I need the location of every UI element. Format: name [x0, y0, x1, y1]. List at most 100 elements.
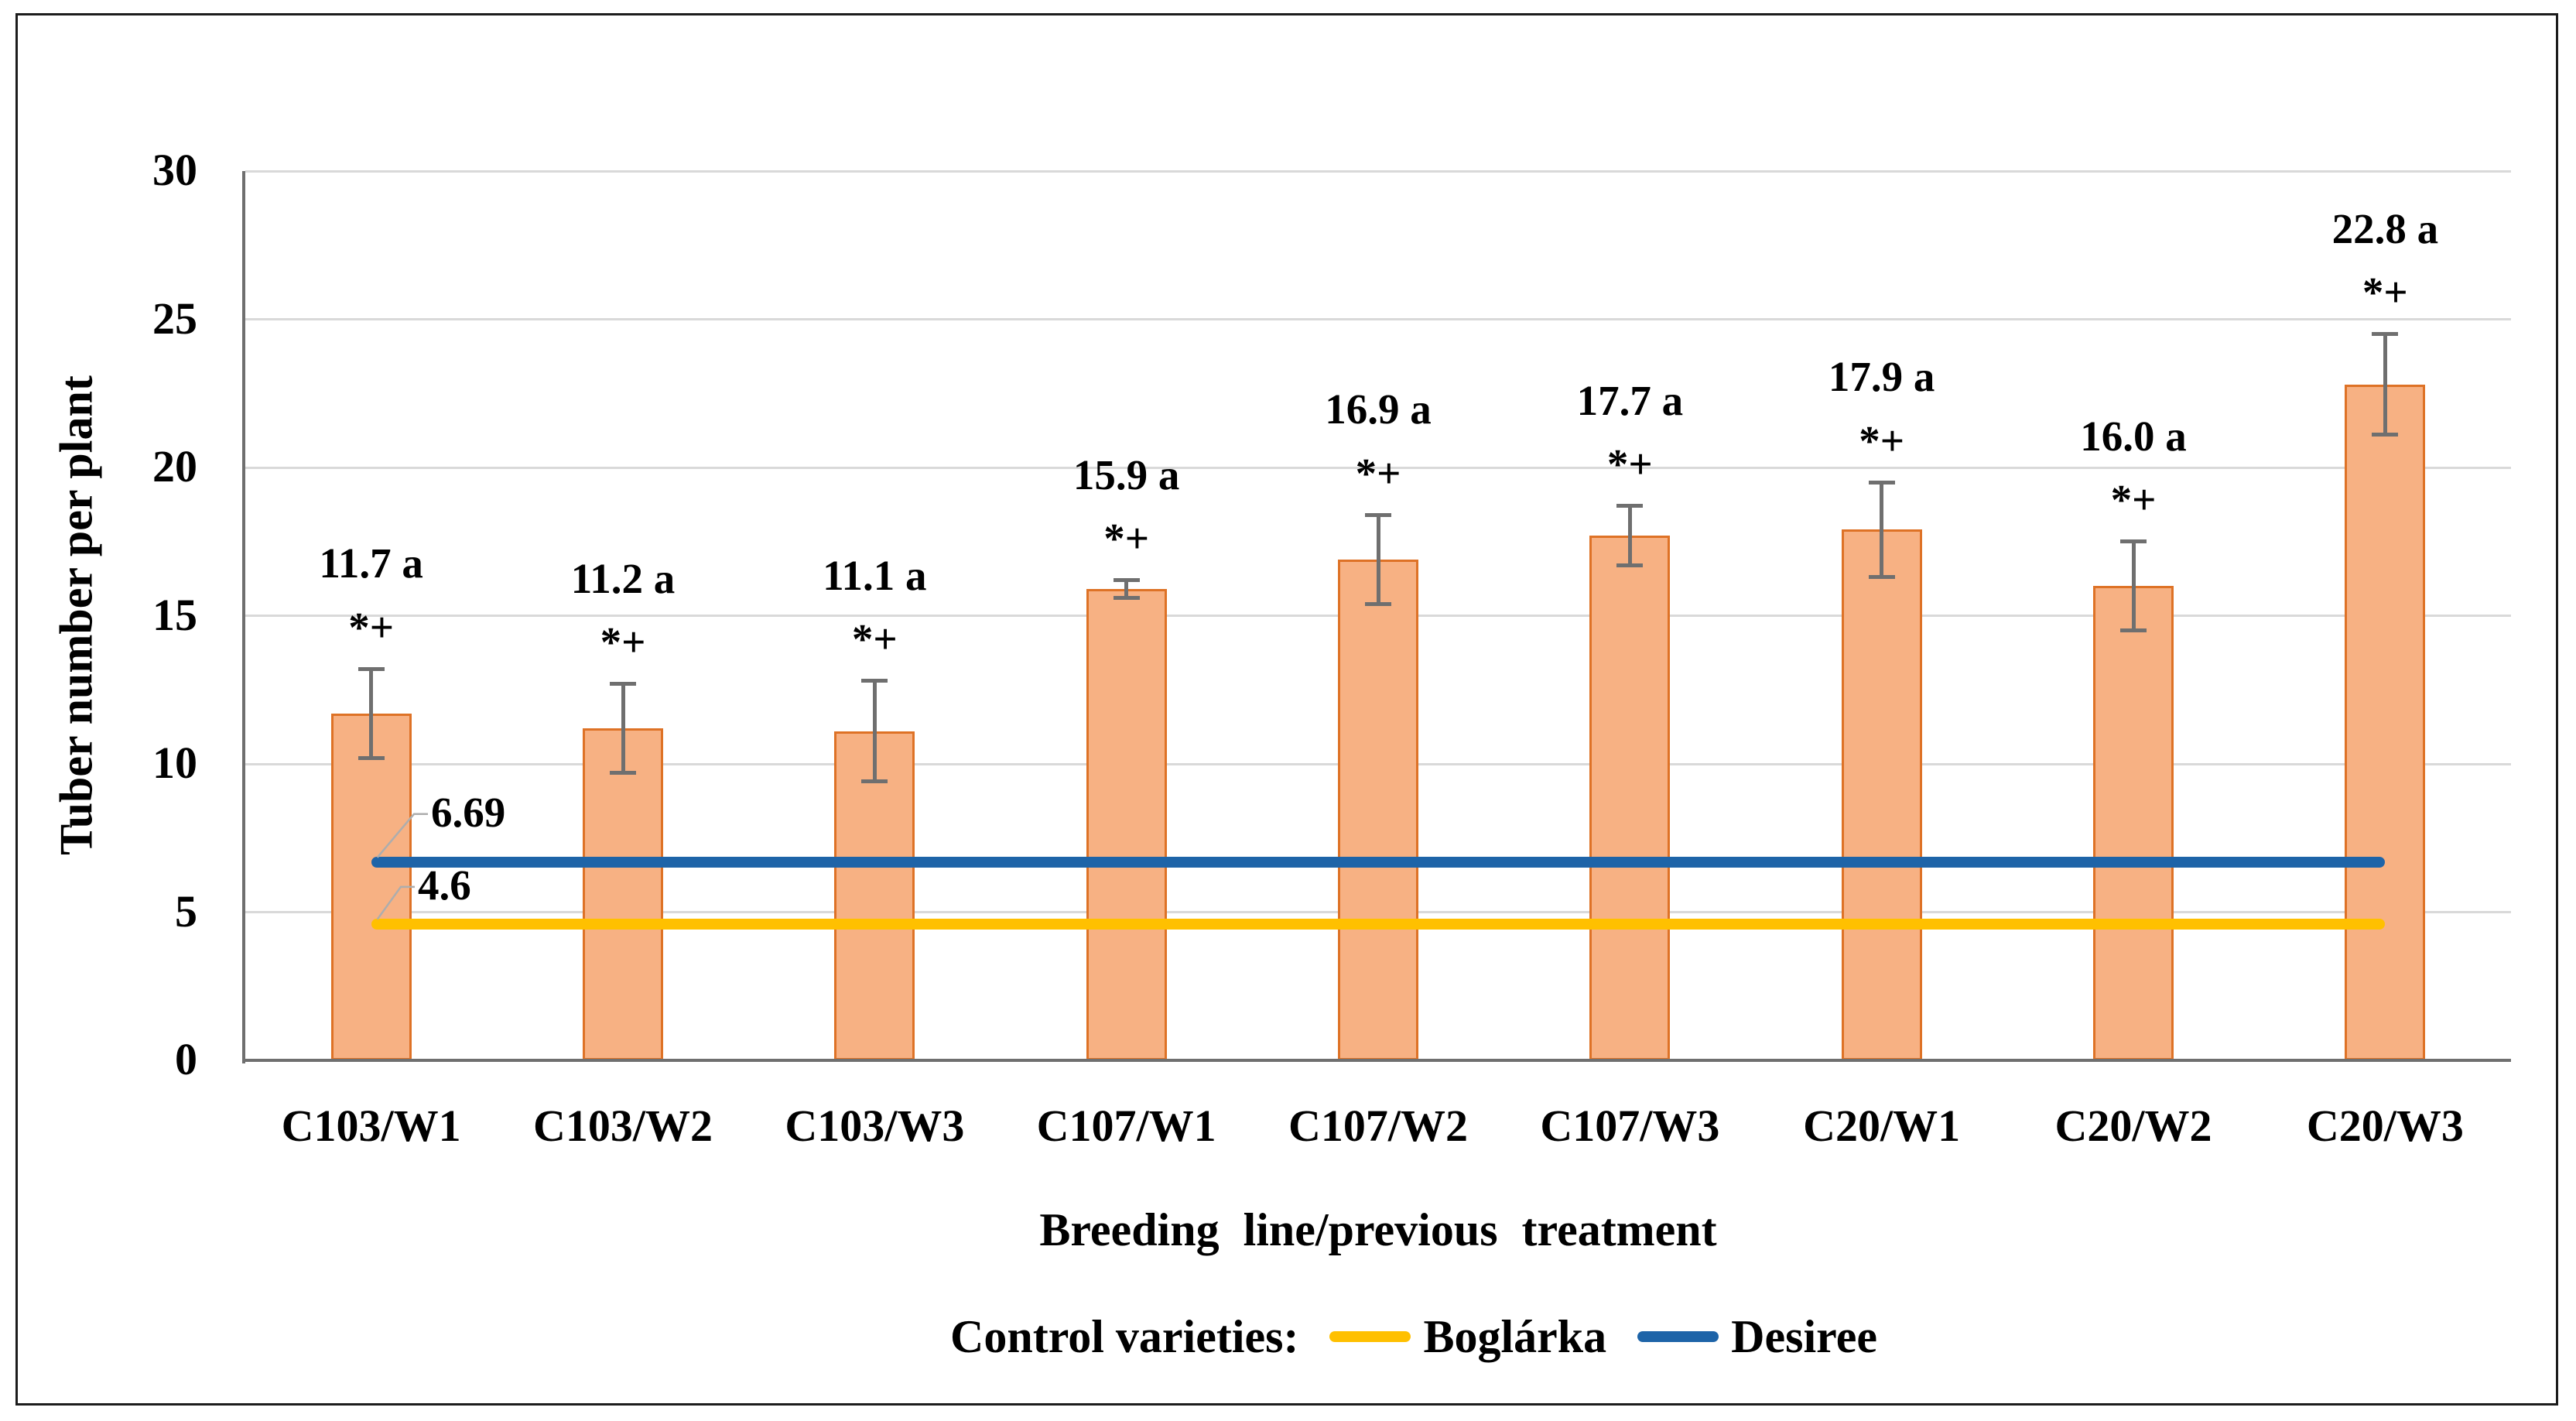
- error-bar: [1880, 482, 1884, 577]
- refline-desiree: [371, 856, 2386, 868]
- error-bar: [1376, 515, 1380, 604]
- error-bar-cap-bottom: [2120, 628, 2147, 633]
- bar-value-label: 15.9 a: [1072, 450, 1180, 498]
- bar-significance-label: *+: [1859, 416, 1905, 464]
- bar-label-group: 16.9 a *+: [1247, 378, 1510, 505]
- bar-value-label: 17.7 a: [1576, 376, 1684, 424]
- bar-label-group: 16.0 a *+: [2002, 405, 2265, 532]
- bar: [330, 713, 412, 1060]
- bar-value-label: 11.2 a: [570, 554, 676, 602]
- error-bar-cap-bottom: [1616, 563, 1644, 567]
- x-category-label: C20/W1: [1803, 1101, 1961, 1151]
- x-category-label: C20/W2: [2054, 1101, 2212, 1151]
- y-tick-label: 0: [175, 1034, 197, 1084]
- x-category-label: C20/W3: [2306, 1101, 2464, 1151]
- bar-significance-label: *+: [1355, 449, 1401, 497]
- refline-value-callout: 6.69: [431, 788, 506, 836]
- legend-line-swatch: [1329, 1331, 1411, 1342]
- y-axis-line: [242, 171, 245, 1063]
- error-bar-cap-bottom: [357, 755, 385, 760]
- gridline: [245, 318, 2511, 320]
- bar-value-label: 17.9 a: [1828, 353, 1935, 401]
- bar-label-group: 11.1 a *+: [743, 544, 1006, 672]
- y-tick-label: 25: [152, 293, 197, 344]
- legend-entry-label: Desiree: [1731, 1310, 1877, 1362]
- bar-label-group: 17.7 a *+: [1498, 369, 1761, 497]
- error-bar: [369, 669, 374, 758]
- x-category-label: C103/W1: [281, 1101, 461, 1151]
- refline-value-callout: 4.6: [418, 861, 471, 909]
- x-category-label: C107/W1: [1036, 1101, 1216, 1151]
- y-tick-label: 15: [152, 589, 197, 640]
- error-bar-cap-top: [357, 666, 385, 671]
- error-bar: [872, 680, 877, 782]
- error-bar-cap-top: [1616, 504, 1644, 508]
- x-category-label: C103/W2: [532, 1101, 713, 1151]
- legend-title: Control varieties:: [950, 1310, 1299, 1362]
- error-bar-cap-top: [2120, 539, 2147, 544]
- error-bar-cap-bottom: [610, 770, 636, 775]
- bar-significance-label: *+: [348, 603, 395, 651]
- gridline: [245, 169, 2511, 173]
- error-bar-cap-bottom: [861, 779, 888, 784]
- bar: [1338, 559, 1418, 1060]
- y-tick-label: 20: [152, 441, 197, 491]
- error-bar-cap-top: [1113, 578, 1140, 583]
- legend-line-swatch: [1637, 1331, 1719, 1342]
- legend-entry-label: Boglárka: [1423, 1310, 1607, 1362]
- bar-label-group: 22.8 a *+: [2253, 197, 2516, 325]
- error-bar-cap-top: [2372, 332, 2399, 337]
- bar: [2093, 586, 2174, 1060]
- error-bar: [2383, 334, 2387, 435]
- bar-significance-label: *+: [2110, 476, 2157, 524]
- bar-significance-label: *+: [600, 618, 646, 666]
- bar-value-label: 22.8 a: [2331, 204, 2439, 252]
- bar-value-label: 11.1 a: [823, 551, 927, 599]
- bar-significance-label: *+: [851, 615, 898, 663]
- bar: [1841, 529, 1922, 1060]
- bar: [1589, 536, 1671, 1060]
- bar-label-group: 15.9 a *+: [995, 443, 1258, 571]
- error-bar-cap-bottom: [2372, 433, 2399, 437]
- legend: Control varieties: Boglárka Desiree: [281, 1306, 2547, 1367]
- bar-value-label: 16.0 a: [2080, 412, 2187, 460]
- error-bar-cap-bottom: [1365, 601, 1391, 606]
- error-bar-cap-top: [1868, 480, 1895, 485]
- error-bar-cap-top: [1365, 512, 1391, 517]
- error-bar-cap-top: [861, 679, 888, 683]
- y-tick-label: 30: [152, 145, 197, 195]
- bar: [1086, 589, 1167, 1060]
- bar-significance-label: *+: [1606, 440, 1653, 488]
- x-category-label: C107/W3: [1540, 1101, 1720, 1151]
- gridline: [245, 466, 2511, 469]
- error-bar: [1124, 580, 1129, 598]
- bar: [2345, 384, 2426, 1060]
- error-bar: [1627, 505, 1632, 566]
- x-axis-title: Breeding line/previous treatment: [1039, 1204, 1717, 1255]
- error-bar: [621, 683, 625, 773]
- figure-border: [15, 13, 2558, 1406]
- x-category-label: C107/W2: [1288, 1101, 1468, 1151]
- bar-label-group: 11.2 a *+: [491, 547, 754, 675]
- refline-boglarka: [371, 918, 2386, 930]
- legend-entry: Boglárka: [1329, 1310, 1606, 1364]
- bar-label-group: 11.7 a *+: [240, 532, 503, 659]
- x-category-label: C103/W3: [785, 1101, 965, 1151]
- bar: [834, 731, 915, 1060]
- error-bar-cap-bottom: [1113, 596, 1140, 601]
- bar: [583, 728, 663, 1060]
- bar-significance-label: *+: [1103, 515, 1150, 563]
- y-tick-label: 10: [152, 738, 197, 788]
- bar-label-group: 17.9 a *+: [1750, 345, 2013, 473]
- error-bar: [2131, 541, 2136, 631]
- error-bar-cap-top: [610, 682, 636, 687]
- bar-value-label: 11.7 a: [319, 539, 423, 587]
- y-tick-label: 5: [175, 885, 197, 936]
- legend-entry: Desiree: [1637, 1310, 1877, 1364]
- error-bar-cap-bottom: [1868, 575, 1895, 580]
- x-axis-line: [242, 1059, 2511, 1062]
- bar-value-label: 16.9 a: [1325, 385, 1432, 433]
- bar-significance-label: *+: [2362, 269, 2408, 317]
